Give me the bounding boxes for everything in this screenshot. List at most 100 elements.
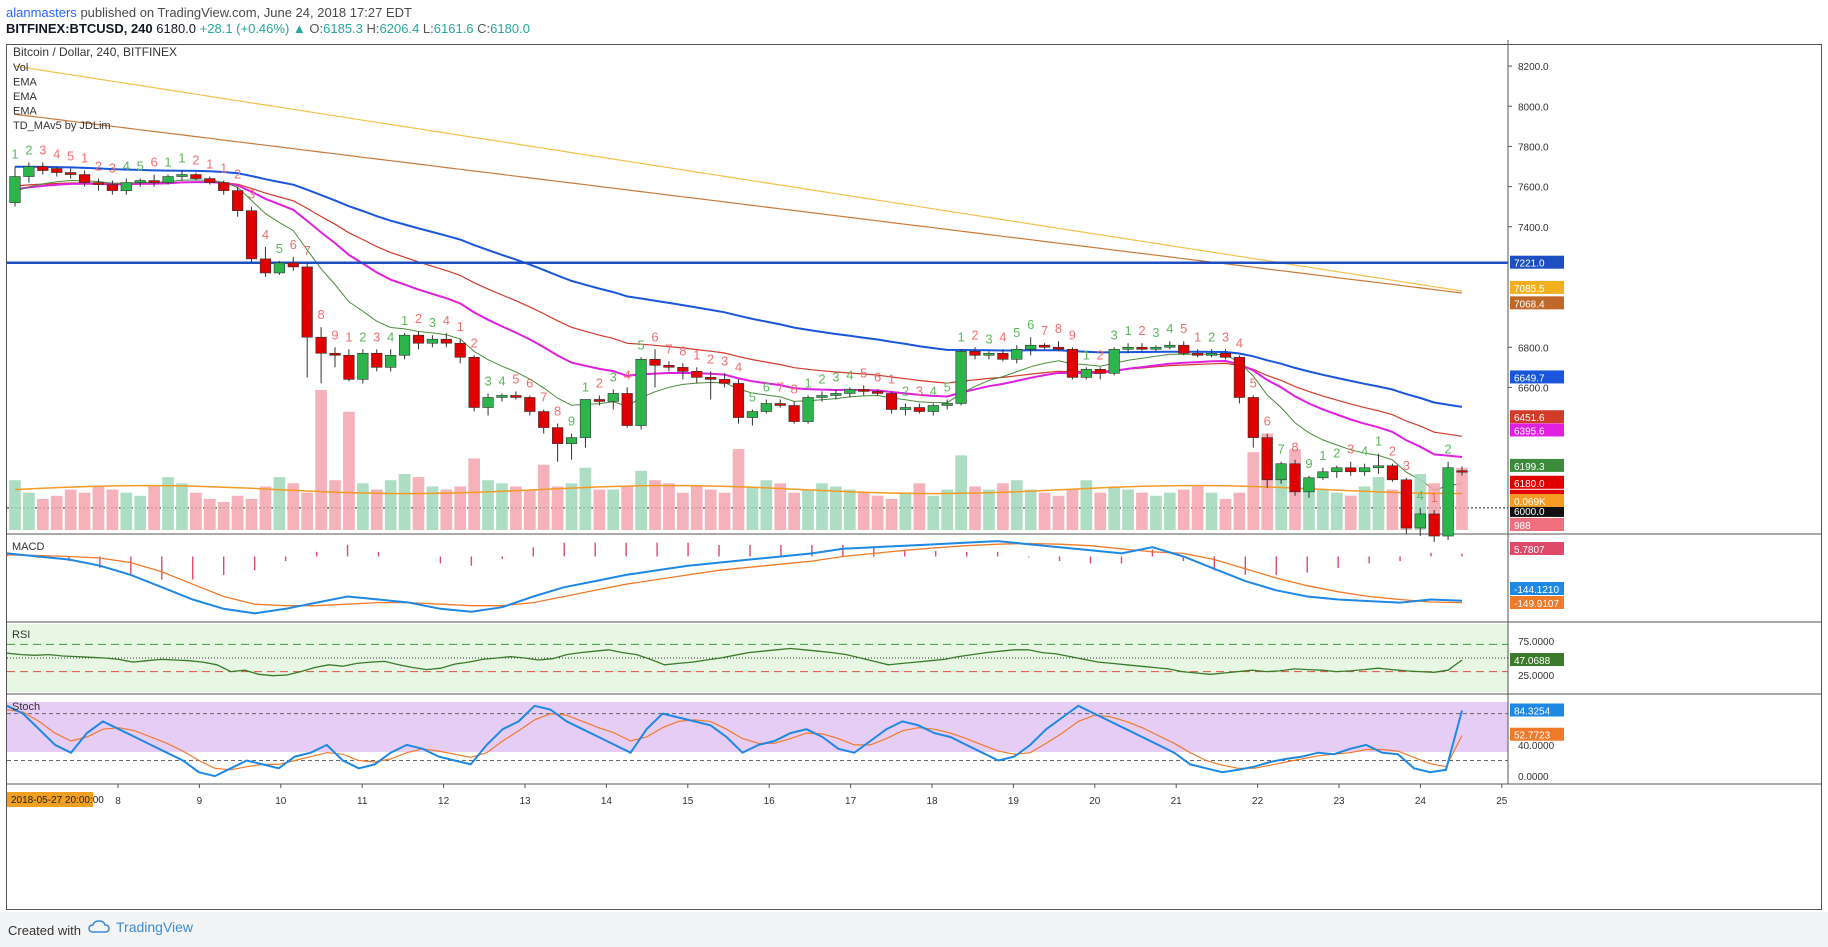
volume-bar xyxy=(621,486,634,530)
volume-bar xyxy=(579,467,592,530)
volume-ma-line xyxy=(14,484,1462,495)
legend-item: TD_MAv5 by JDLim xyxy=(13,120,111,132)
td-count-label: 3 xyxy=(1152,325,1159,340)
volume-bar xyxy=(1024,489,1037,530)
td-count-label: 4 xyxy=(123,159,130,174)
stoch-background xyxy=(7,702,1508,752)
candle-body xyxy=(635,358,647,426)
volume-bar xyxy=(370,489,383,530)
candle-body xyxy=(844,389,856,394)
candle-body xyxy=(983,352,995,356)
volume-bar xyxy=(649,480,661,530)
volume-bar xyxy=(496,483,508,530)
td-count-label: 8 xyxy=(1291,440,1298,455)
time-tick-label: 19 xyxy=(1008,796,1020,807)
high-value: 6206.4 xyxy=(379,21,420,36)
candle-body xyxy=(1414,513,1426,529)
volume-bar xyxy=(969,486,981,530)
price-axis-badge-label: 6395.6 xyxy=(1514,426,1545,437)
ema-magenta-line xyxy=(14,181,1463,458)
td-count-label: 5 xyxy=(1250,375,1257,390)
volume-bar xyxy=(301,492,314,530)
volume-bar xyxy=(857,492,870,530)
td-count-label: 2 xyxy=(596,375,603,390)
volume-bar xyxy=(635,470,647,530)
candle-body xyxy=(148,180,160,183)
tradingview-brand[interactable]: TradingView xyxy=(88,919,193,935)
td-count-label: 3 xyxy=(1222,329,1229,344)
volume-bar xyxy=(287,483,300,530)
candle-body xyxy=(760,403,772,412)
td-count-label: 7 xyxy=(304,243,311,258)
candle-body xyxy=(899,407,912,410)
volume-bar xyxy=(802,489,814,530)
volume-bar xyxy=(148,486,160,530)
volume-bar xyxy=(176,483,188,530)
candle-body xyxy=(78,174,91,183)
stoch-pane-label: Stoch xyxy=(12,701,40,713)
candle-body xyxy=(134,180,146,183)
volume-bar xyxy=(329,480,341,530)
volume-bar xyxy=(510,486,522,530)
volume-bar xyxy=(343,411,355,530)
price-axis-badge xyxy=(1510,370,1564,384)
volume-bar xyxy=(607,489,620,530)
candle-body xyxy=(287,262,299,268)
candle-body xyxy=(343,354,355,380)
legend-item: Vol xyxy=(13,62,28,74)
td-count-label: 6 xyxy=(290,237,297,252)
td-count-label: 5 xyxy=(1013,325,1020,340)
price-axis-badge xyxy=(1510,296,1564,310)
volume-bar xyxy=(941,489,954,530)
td-count-label: 1 xyxy=(178,151,185,166)
td-count-label: 8 xyxy=(554,404,561,419)
volume-bar xyxy=(1038,492,1051,530)
price-tick-label: 6600.0 xyxy=(1518,383,1549,394)
td-count-label: 1 xyxy=(1375,434,1382,449)
candle-body xyxy=(565,437,578,444)
td-count-label: 1 xyxy=(206,157,213,172)
candle-body xyxy=(106,184,118,191)
volume-bar xyxy=(217,502,230,530)
candle-body xyxy=(1442,467,1454,537)
td-count-label: 1 xyxy=(345,329,352,344)
created-with-label: Created with xyxy=(8,923,81,938)
candle-body xyxy=(913,407,925,412)
stoch-k-line xyxy=(6,704,1463,778)
volume-bar xyxy=(816,483,828,530)
candle-body xyxy=(1317,471,1329,479)
candle-body xyxy=(1331,467,1343,473)
candle-body xyxy=(1386,465,1399,481)
stoch-tick-label: 40.0000 xyxy=(1518,741,1555,752)
candle-body xyxy=(454,342,466,358)
candle-body xyxy=(788,405,800,422)
stoch-d-value-label: 52.7723 xyxy=(1514,731,1551,742)
volume-bar xyxy=(78,492,91,530)
candle-body xyxy=(357,352,369,380)
time-tick-label: 17 xyxy=(845,796,857,807)
macd-value-badge xyxy=(1510,542,1564,555)
td-count-label: 8 xyxy=(679,343,686,358)
author-link[interactable]: alanmasters xyxy=(6,5,77,20)
candle-body xyxy=(301,266,313,338)
candle-body xyxy=(1456,470,1468,473)
td-count-label: 1 xyxy=(957,329,964,344)
td-count-label: 6 xyxy=(874,369,881,384)
chart-canvas[interactable]: 8200.08000.07800.07600.07400.06800.06600… xyxy=(0,0,1828,912)
chart-frame[interactable] xyxy=(6,44,1822,910)
td-count-label: 2 xyxy=(25,142,32,157)
volume-bar xyxy=(1177,489,1190,530)
td-count-label: 2 xyxy=(1097,347,1104,362)
price-axis-badge xyxy=(1510,518,1564,531)
volume-bar xyxy=(203,498,216,530)
volume-bar xyxy=(927,495,940,530)
volume-bar xyxy=(760,480,773,530)
volume-bar xyxy=(36,498,49,530)
volume-bar xyxy=(1317,489,1329,530)
td-count-label: 6 xyxy=(651,329,658,344)
up-arrow-icon: ▲ xyxy=(292,21,306,36)
published-line: alanmasters published on TradingView.com… xyxy=(6,5,412,20)
volume-bar xyxy=(1080,480,1093,530)
legend-item: EMA xyxy=(13,106,38,118)
price-axis-badge-label: 6199.3 xyxy=(1514,462,1545,473)
